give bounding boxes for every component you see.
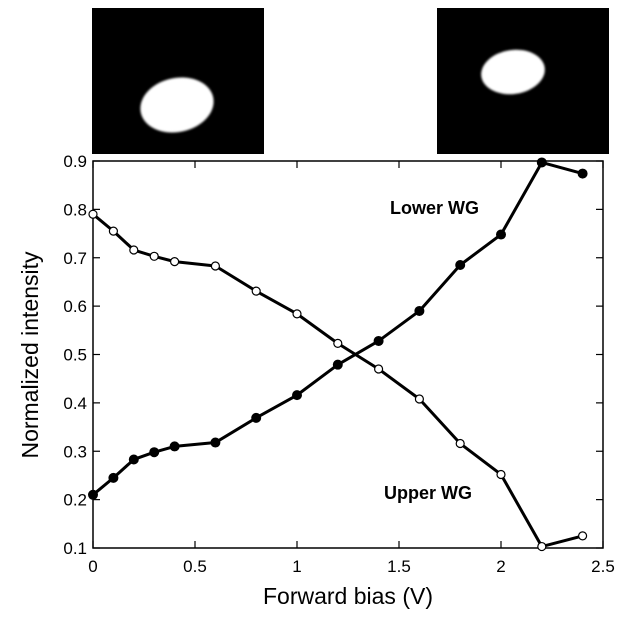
y-tick-label: 0.1 (63, 539, 87, 558)
x-tick-label: 1 (292, 557, 301, 576)
data-point-upper-wg (496, 469, 506, 480)
series-line-lower-wg (92, 160, 583, 496)
data-point-upper-wg (210, 261, 220, 271)
series-layer (88, 157, 588, 552)
data-point-upper-wg (333, 338, 343, 348)
data-point-upper-wg (129, 245, 139, 255)
data-point-lower-wg (373, 335, 384, 346)
x-tick-label: 0.5 (183, 557, 207, 576)
x-tick-label: 0 (88, 557, 97, 576)
data-point-lower-wg (332, 359, 343, 370)
data-point-lower-wg (108, 472, 119, 483)
data-point-lower-wg (292, 390, 302, 401)
y-tick-label: 0.9 (63, 152, 87, 171)
y-axis-label: Normalized intensity (17, 251, 43, 459)
plot-frame (92, 160, 604, 549)
x-tick-label: 2.5 (591, 557, 615, 576)
y-tick-label: 0.7 (63, 249, 87, 268)
y-tick-label: 0.2 (63, 491, 87, 510)
data-point-lower-wg (169, 441, 180, 452)
data-point-lower-wg (536, 157, 547, 168)
data-point-lower-wg (128, 454, 139, 465)
data-point-lower-wg (149, 447, 160, 458)
x-axis-ticks: 0 0.5 1 1.5 2 2.5 (88, 161, 615, 576)
data-point-upper-wg (88, 209, 98, 219)
series-line-upper-wg (92, 213, 583, 549)
data-point-upper-wg (149, 251, 159, 261)
y-tick-label: 0.5 (63, 346, 87, 365)
y-tick-label: 0.3 (63, 442, 87, 461)
data-point-lower-wg (496, 229, 506, 240)
x-tick-label: 2 (496, 557, 505, 576)
data-point-lower-wg (251, 412, 262, 423)
y-tick-label: 0.8 (63, 200, 87, 219)
series-label-upper-wg: Upper WG (384, 483, 472, 503)
data-point-upper-wg (170, 257, 180, 267)
y-tick-label: 0.6 (63, 297, 87, 316)
data-point-lower-wg (414, 305, 425, 316)
data-point-lower-wg (455, 260, 466, 271)
data-point-lower-wg (88, 489, 98, 500)
data-point-upper-wg (537, 541, 547, 552)
series-label-lower-wg: Lower WG (390, 198, 479, 218)
data-point-upper-wg (374, 364, 384, 374)
x-tick-label: 1.5 (387, 557, 411, 576)
data-point-lower-wg (577, 168, 588, 179)
data-point-upper-wg (251, 286, 261, 296)
y-tick-label: 0.4 (63, 394, 87, 413)
data-point-lower-wg (210, 437, 221, 448)
inset-image-right (437, 8, 609, 154)
data-point-upper-wg (414, 394, 424, 404)
x-axis-label: Forward bias (V) (263, 583, 433, 609)
data-point-upper-wg (455, 438, 465, 449)
data-point-upper-wg (292, 309, 302, 319)
data-point-upper-wg (108, 226, 119, 236)
inset-image-left (92, 8, 264, 154)
data-point-upper-wg (577, 531, 588, 541)
y-axis-ticks: 0.1 0.2 0.3 0.4 0.5 0.6 0.7 0.8 0.9 (63, 152, 603, 558)
